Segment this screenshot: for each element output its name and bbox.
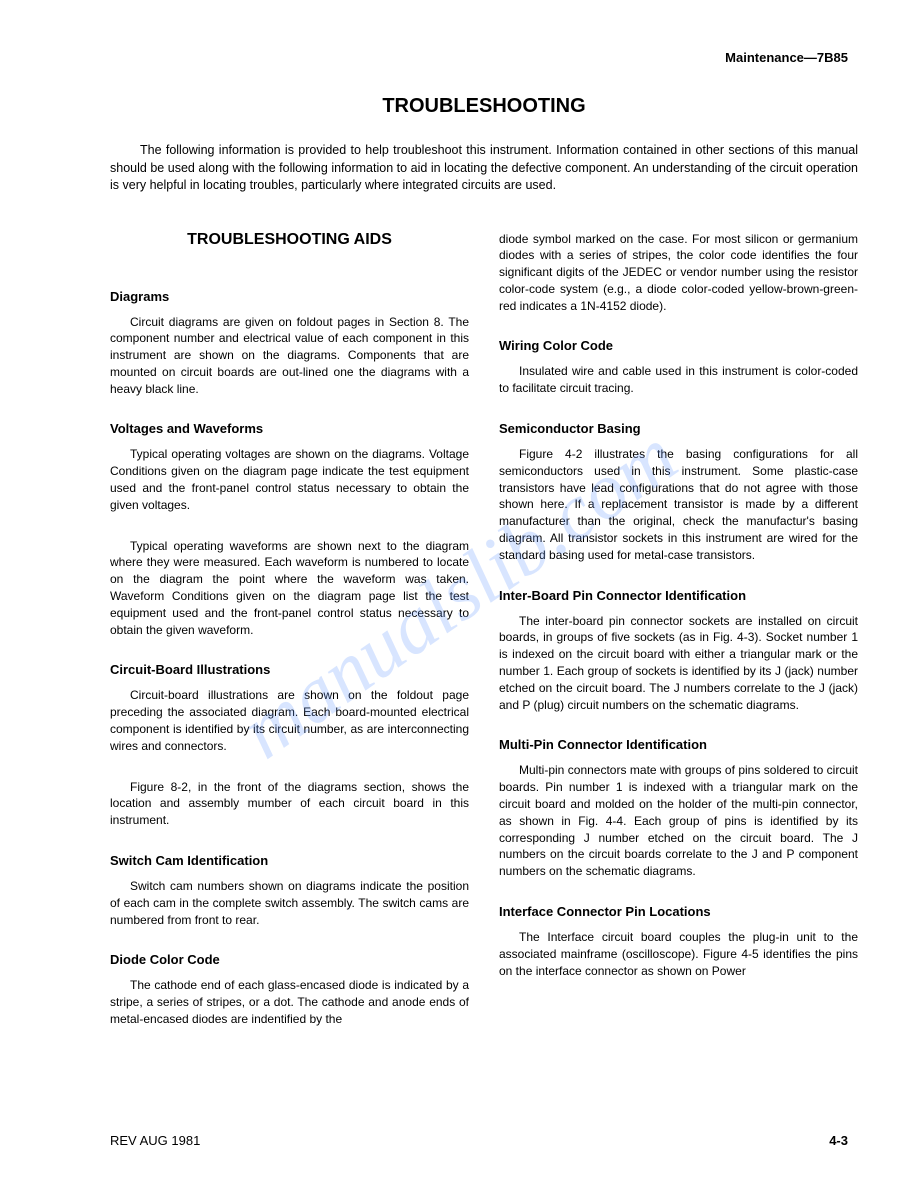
left-column: TROUBLESHOOTING AIDS Diagrams Circuit di…	[110, 231, 469, 1052]
body-text: Typical operating voltages are shown on …	[110, 446, 469, 513]
body-text: Switch cam numbers shown on diagrams ind…	[110, 878, 469, 928]
body-text: Multi-pin connectors mate with groups of…	[499, 762, 858, 880]
body-text: Figure 8-2, in the front of the diagrams…	[110, 779, 469, 829]
section-title: TROUBLESHOOTING AIDS	[110, 231, 469, 249]
subsection-circuit-board: Circuit-Board Illustrations	[110, 662, 469, 677]
page-number: 4-3	[829, 1133, 848, 1148]
intro-paragraph: The following information is provided to…	[110, 142, 858, 195]
page-header: Maintenance—7B85	[110, 50, 858, 65]
body-text: The inter-board pin connector sockets ar…	[499, 613, 858, 714]
body-text: Figure 4-2 illustrates the basing config…	[499, 446, 858, 564]
body-text: Circuit diagrams are given on foldout pa…	[110, 314, 469, 398]
body-text: Typical operating waveforms are shown ne…	[110, 538, 469, 639]
body-text: The cathode end of each glass-encased di…	[110, 977, 469, 1027]
body-text: Insulated wire and cable used in this in…	[499, 363, 858, 397]
subsection-diode-color: Diode Color Code	[110, 952, 469, 967]
body-text: The Interface circuit board couples the …	[499, 929, 858, 979]
subsection-wiring-color: Wiring Color Code	[499, 338, 858, 353]
page-footer: REV AUG 1981 4-3	[110, 1133, 848, 1148]
subsection-multi-pin: Multi-Pin Connector Identification	[499, 737, 858, 752]
subsection-switch-cam: Switch Cam Identification	[110, 853, 469, 868]
right-column: diode symbol marked on the case. For mos…	[499, 231, 858, 1052]
subsection-interface: Interface Connector Pin Locations	[499, 904, 858, 919]
body-text-continuation: diode symbol marked on the case. For mos…	[499, 231, 858, 315]
subsection-inter-board: Inter-Board Pin Connector Identification	[499, 588, 858, 603]
subsection-voltages: Voltages and Waveforms	[110, 421, 469, 436]
main-title: TROUBLESHOOTING	[110, 95, 858, 118]
columns-container: TROUBLESHOOTING AIDS Diagrams Circuit di…	[110, 231, 858, 1052]
body-text: Circuit-board illustrations are shown on…	[110, 687, 469, 754]
subsection-semiconductor: Semiconductor Basing	[499, 421, 858, 436]
subsection-diagrams: Diagrams	[110, 289, 469, 304]
revision-date: REV AUG 1981	[110, 1133, 200, 1148]
